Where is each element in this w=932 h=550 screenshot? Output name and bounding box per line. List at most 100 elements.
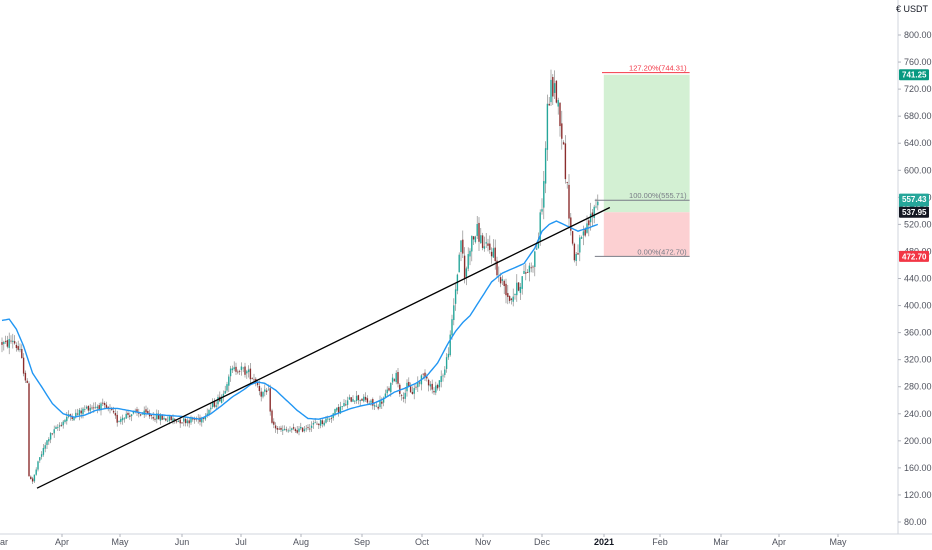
candle	[454, 284, 457, 311]
candle-body	[161, 414, 163, 420]
candle-body	[339, 406, 342, 414]
candle-body	[289, 430, 291, 432]
candle	[291, 427, 293, 433]
candle	[125, 410, 127, 420]
currency-label[interactable]: € USDT	[896, 4, 928, 14]
candle	[22, 353, 25, 377]
candle-body	[26, 380, 28, 383]
currency-sign-icon: €	[895, 4, 904, 14]
candle-body	[552, 76, 554, 97]
candle-body	[391, 377, 394, 383]
candle	[352, 395, 354, 402]
candle	[21, 344, 23, 359]
candle-body	[127, 412, 129, 415]
candle-body	[447, 353, 450, 358]
fib-level-label: 127.20%(744.31)	[629, 64, 687, 73]
candle	[433, 387, 435, 395]
candle	[453, 298, 455, 326]
candle-body	[337, 407, 340, 413]
candle-body	[240, 366, 243, 371]
time-tick-label: Feb	[652, 537, 668, 547]
candle	[300, 422, 302, 431]
price-tick-label: 520.00	[904, 219, 932, 229]
candle-body	[242, 367, 244, 369]
candle-body	[93, 407, 95, 409]
candle-body	[579, 237, 581, 253]
candle-body	[350, 397, 352, 402]
candle	[336, 407, 338, 413]
candle-body	[165, 418, 167, 421]
candle	[224, 385, 226, 394]
candle	[357, 394, 360, 405]
candle	[305, 425, 307, 432]
candle-body	[526, 272, 529, 273]
candle-body	[53, 429, 55, 434]
candle-body	[534, 251, 536, 267]
candle	[514, 293, 516, 300]
candle-body	[186, 420, 189, 424]
candle-body	[411, 391, 414, 394]
candle	[413, 383, 415, 400]
candle	[87, 405, 90, 414]
time-tick-label: Apr	[55, 537, 69, 547]
candle	[559, 102, 561, 137]
candle	[188, 417, 190, 428]
candle	[354, 400, 356, 405]
candle-body	[15, 344, 18, 349]
candle-body	[17, 346, 19, 350]
moving-average-line[interactable]	[1, 220, 599, 420]
candle-body	[262, 391, 264, 397]
price-tick-label: 80.00	[904, 517, 927, 527]
candle	[555, 80, 558, 104]
time-axis: ar Apr May Jun Jul Aug Sep Oct Nov Dec 2021 Feb Mar A…	[0, 533, 932, 547]
candle-body	[348, 397, 351, 400]
candle-body	[431, 383, 433, 390]
candle-body	[298, 428, 300, 432]
candle	[593, 204, 595, 224]
candle	[46, 439, 48, 449]
candle-body	[591, 212, 594, 216]
candle	[103, 401, 106, 410]
candle	[408, 377, 410, 387]
candle	[181, 422, 183, 424]
candle-body	[318, 423, 320, 426]
candle	[400, 393, 403, 401]
candle	[373, 403, 376, 411]
trendline[interactable]	[36, 206, 611, 489]
candle	[251, 377, 253, 380]
candle-body	[292, 427, 295, 429]
price-badge-label: 557.43	[902, 195, 927, 204]
candle-body	[478, 222, 480, 242]
target-zone[interactable]	[603, 74, 690, 213]
candle	[15, 342, 18, 352]
candle-body	[136, 409, 138, 413]
candle-body	[507, 293, 509, 297]
candle-body	[460, 240, 462, 253]
candle	[316, 421, 318, 425]
candle-body	[471, 235, 473, 252]
candle-body	[238, 370, 241, 372]
candle	[274, 422, 277, 433]
candle-body	[492, 248, 495, 258]
candle-body	[553, 83, 556, 93]
candle-body	[273, 421, 275, 425]
candle	[262, 391, 264, 399]
candle-body	[64, 420, 66, 423]
candle	[6, 335, 9, 349]
candle	[244, 362, 246, 378]
candle	[3, 340, 5, 351]
candle-body	[13, 341, 16, 344]
candle	[69, 413, 72, 421]
candle-body	[472, 236, 475, 240]
candle	[84, 405, 86, 413]
candle-body	[188, 420, 190, 424]
candle	[402, 392, 405, 403]
candle	[508, 295, 511, 304]
candle-body	[300, 426, 302, 429]
candle-body	[499, 277, 502, 284]
candle-body	[490, 251, 493, 257]
stop-zone[interactable]	[603, 212, 690, 257]
candle-body	[571, 231, 574, 244]
candle-body	[57, 427, 59, 428]
